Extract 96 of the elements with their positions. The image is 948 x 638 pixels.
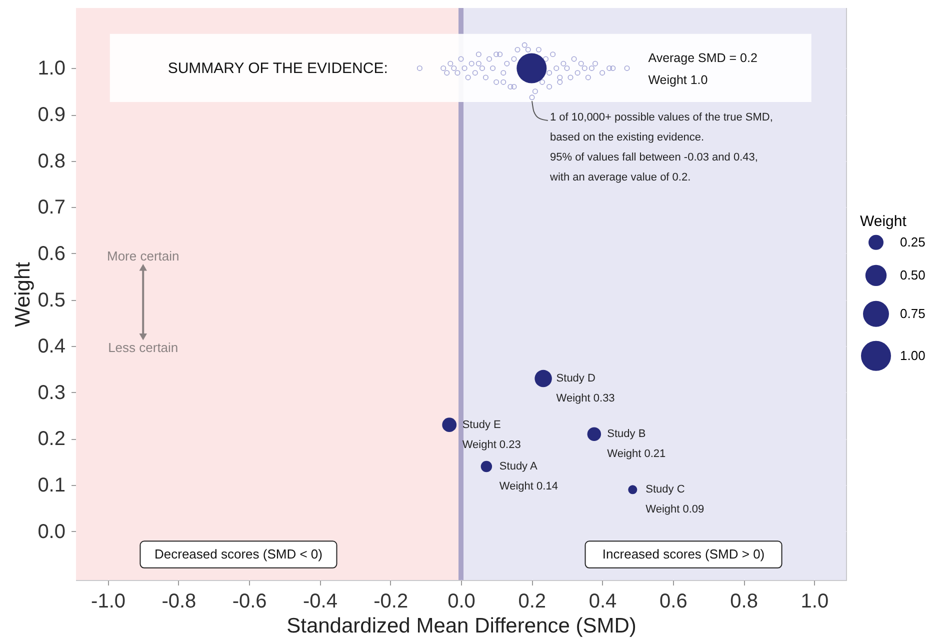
legend-label: 0.75	[900, 306, 926, 321]
point	[440, 65, 446, 71]
x-tick-label: 0.2	[518, 590, 546, 612]
annotation: Decreased scores (SMD < 0)	[154, 546, 322, 562]
point	[448, 60, 454, 66]
point	[582, 65, 588, 71]
annotation: Less certain	[108, 340, 178, 355]
y-axis-title: Weight	[12, 262, 35, 327]
point	[511, 84, 517, 90]
y-tick-label: 0.0	[38, 520, 66, 543]
point	[554, 65, 560, 71]
legend-label: 0.50	[900, 267, 926, 282]
point	[522, 42, 528, 48]
point	[539, 79, 545, 85]
point	[525, 46, 531, 52]
annotation: SUMMARY OF THE EVIDENCE:	[168, 60, 388, 78]
point	[529, 94, 535, 100]
point	[494, 52, 500, 58]
point	[610, 65, 616, 71]
x-axis-title: Standardized Mean Difference (SMD)	[286, 614, 636, 638]
point	[564, 65, 570, 71]
annotation: Weight 1.0	[648, 72, 708, 87]
point	[600, 70, 606, 76]
point	[454, 70, 460, 76]
point	[585, 74, 591, 80]
point	[482, 74, 488, 80]
point	[574, 70, 580, 76]
point	[550, 52, 556, 58]
x-tick-label: 0.4	[588, 590, 617, 612]
y-tick-label: 0.9	[38, 104, 66, 126]
annotation: Study D Weight 0.33	[556, 372, 615, 405]
point	[536, 46, 542, 52]
annotation: Study C Weight 0.09	[646, 484, 704, 516]
point	[465, 74, 471, 80]
point	[476, 52, 482, 58]
y-tick-label: 0.1	[38, 474, 66, 497]
y-tick-label: 0.5	[38, 289, 66, 312]
point	[578, 60, 584, 66]
y-tick-label: 0.8	[38, 150, 66, 172]
point	[500, 70, 506, 76]
point	[568, 74, 574, 80]
x-tick-label: -0.6	[232, 590, 267, 612]
y-tick-label: 0.4	[38, 336, 66, 358]
annotation: More certain	[106, 248, 180, 264]
point	[451, 65, 457, 71]
point	[543, 56, 549, 62]
point	[606, 65, 612, 71]
legend-label: 1.00	[900, 348, 926, 363]
point	[490, 65, 496, 71]
point	[479, 65, 485, 71]
point	[416, 65, 422, 71]
annotation: 1 of 10,000+ possible values of the true SMD, based on the existing evidence. 95% of values fall between -0.03 and 0.43, with an average value of 0.2.	[548, 111, 773, 184]
x-tick-label: -0.2	[374, 590, 408, 612]
y-tick-label: 0.3	[38, 382, 66, 404]
point	[546, 70, 552, 76]
point	[444, 70, 450, 76]
point	[508, 84, 514, 90]
x-tick-label: 1.0	[800, 590, 829, 612]
point	[592, 60, 598, 66]
point	[500, 79, 506, 85]
x-tick-label: -0.8	[162, 590, 196, 612]
x-tick-label: -1.0	[91, 590, 126, 612]
annotation: Increased scores (SMD > 0)	[602, 546, 765, 562]
point	[546, 84, 552, 90]
annotation: Study E Weight 0.23	[462, 418, 521, 451]
annotation: Average SMD = 0.2	[648, 51, 758, 66]
point	[571, 56, 577, 62]
annotation: Study A Weight 0.14	[499, 460, 558, 493]
point	[458, 56, 464, 62]
point	[494, 79, 500, 85]
legend-label: 0.25	[900, 234, 926, 250]
point	[486, 56, 492, 62]
point	[514, 46, 520, 52]
x-tick-label: 0.8	[730, 590, 758, 612]
point	[476, 60, 482, 66]
x-tick-label: 0.0	[448, 590, 476, 612]
point	[511, 56, 517, 62]
point	[468, 60, 474, 66]
point	[560, 60, 566, 66]
point	[588, 65, 594, 71]
point	[557, 79, 563, 85]
y-tick-label: 0.7	[38, 196, 66, 219]
y-tick-label: 0.2	[38, 428, 66, 450]
legend-title: Weight	[860, 212, 908, 230]
y-tick-label: 0.6	[38, 242, 66, 265]
x-tick-label: 0.6	[660, 590, 688, 612]
point	[497, 52, 503, 58]
x-tick-label: -0.4	[302, 590, 338, 612]
point	[504, 60, 510, 66]
point	[557, 74, 563, 80]
annotation: Study B Weight 0.21	[607, 428, 666, 460]
point	[472, 70, 478, 76]
y-tick-label: 1.0	[38, 58, 66, 80]
point	[462, 65, 468, 71]
point	[532, 88, 538, 94]
point	[624, 65, 630, 71]
